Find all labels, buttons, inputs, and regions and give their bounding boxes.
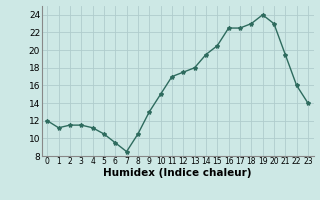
X-axis label: Humidex (Indice chaleur): Humidex (Indice chaleur): [103, 168, 252, 178]
